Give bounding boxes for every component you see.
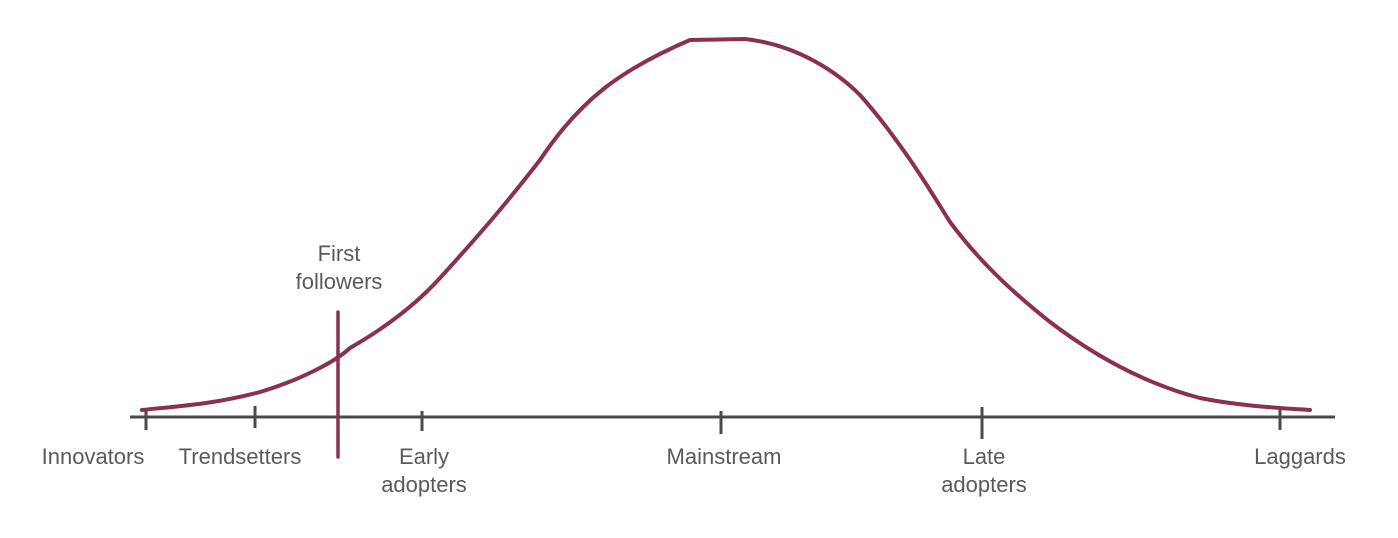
label-mainstream: Mainstream xyxy=(667,443,782,471)
first-followers-line-2: followers xyxy=(295,269,383,294)
label-innovators: Innovators xyxy=(42,443,145,471)
label-trendsetters: Trendsetters xyxy=(179,443,302,471)
early-adopters-line-1: Early xyxy=(398,444,450,469)
label-late-adopters: Late adopters xyxy=(941,443,1027,499)
label-first-followers: First followers xyxy=(296,240,383,296)
first-followers-line-1: First xyxy=(317,241,361,266)
innovators-text: Innovators xyxy=(41,444,145,469)
label-early-adopters: Early adopters xyxy=(381,443,467,499)
early-adopters-line-2: adopters xyxy=(381,472,467,497)
late-adopters-line-1: Late xyxy=(962,444,1006,469)
trendsetters-text: Trendsetters xyxy=(178,444,302,469)
laggards-text: Laggards xyxy=(1254,444,1346,469)
label-laggards: Laggards xyxy=(1254,443,1346,471)
late-adopters-line-2: adopters xyxy=(941,472,1027,497)
bell-curve xyxy=(140,37,1312,412)
mainstream-text: Mainstream xyxy=(666,444,782,469)
